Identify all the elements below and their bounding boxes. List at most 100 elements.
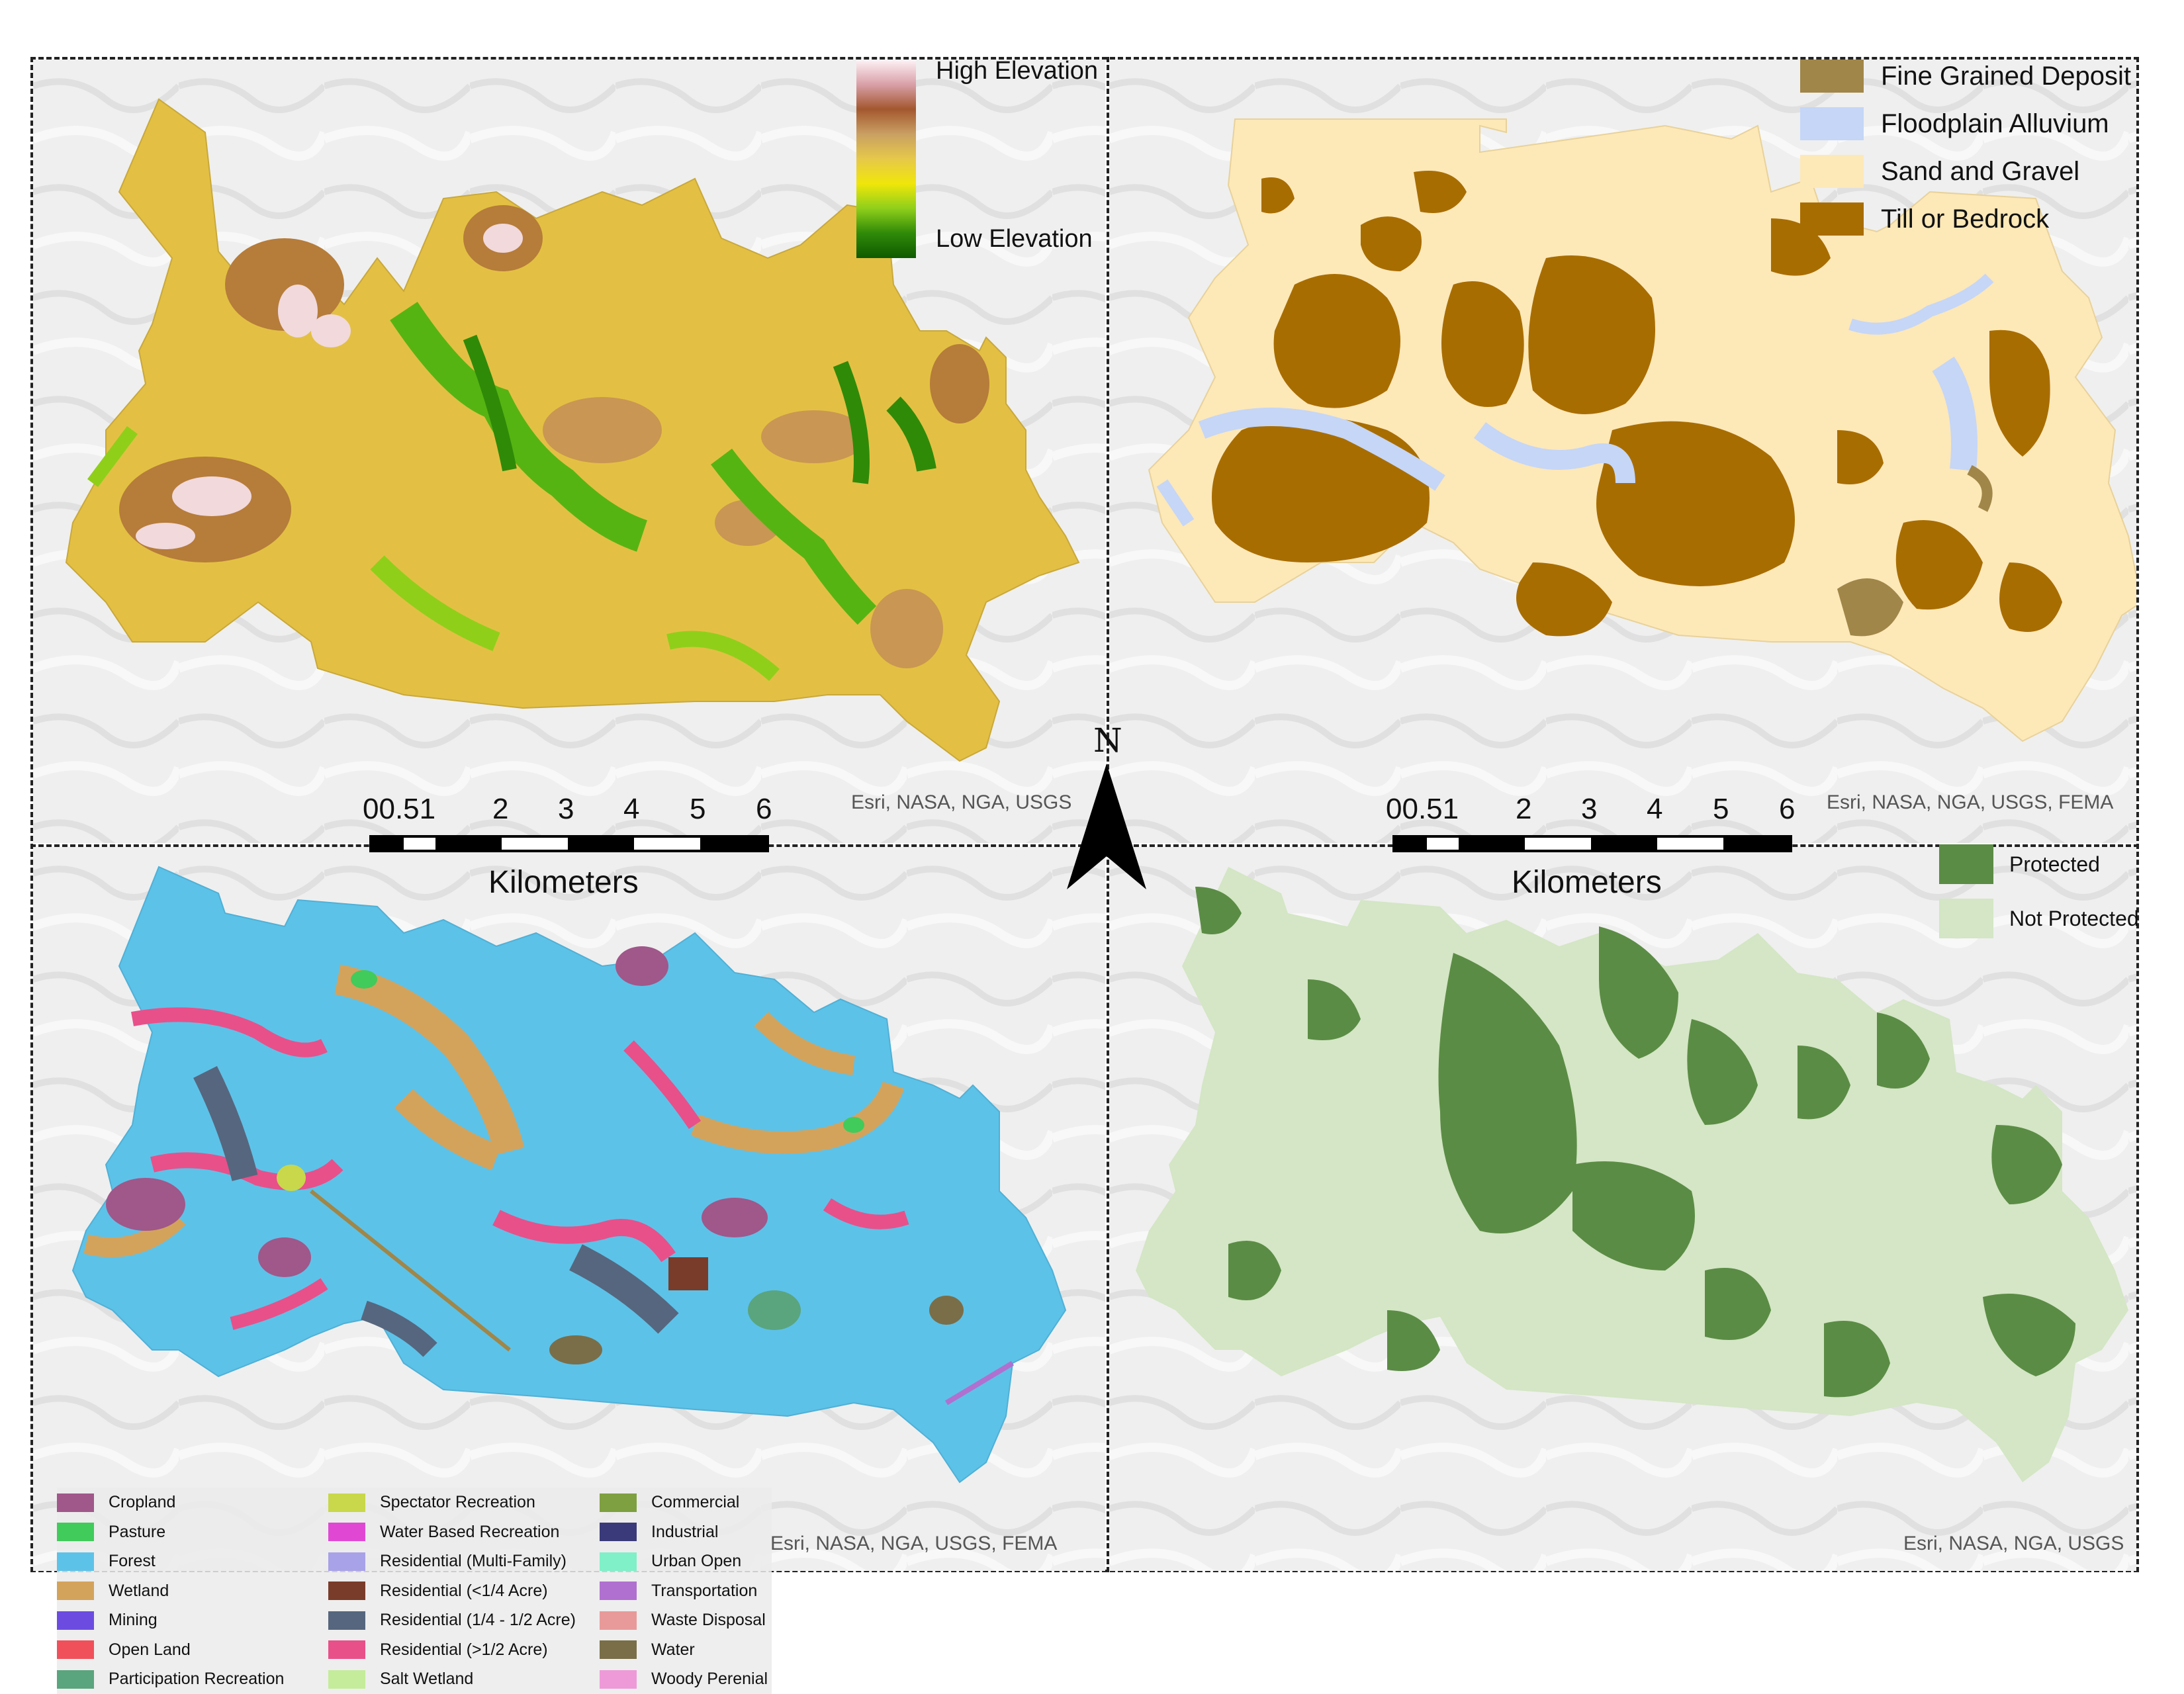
legend-label: Floodplain Alluvium xyxy=(1881,109,2109,138)
elevation-credit: Esri, NASA, NGA, USGS xyxy=(851,791,1072,813)
protected-area xyxy=(1387,1310,1440,1371)
landuse-legend-item: Spectator Recreation xyxy=(328,1493,535,1512)
till-or-bedrock-area xyxy=(1273,274,1400,408)
scalebar-unit-label: Kilometers xyxy=(488,865,639,900)
wetland-area xyxy=(334,964,525,1155)
map-layout-frame xyxy=(30,57,2139,1572)
scale-tick-label: 00.51 xyxy=(363,793,436,825)
legend-swatch xyxy=(1800,155,1864,188)
legend-label: Not Protected xyxy=(2009,906,2139,930)
legend-label: Pasture xyxy=(109,1522,166,1541)
legend-label: Mining xyxy=(109,1611,158,1629)
water-area xyxy=(929,1296,964,1325)
legend-swatch xyxy=(57,1670,94,1689)
till-or-bedrock-area xyxy=(1414,171,1467,213)
protected-area xyxy=(1991,1125,2062,1204)
till-or-bedrock-area xyxy=(1989,330,2050,457)
transportation-corridor xyxy=(310,1189,511,1352)
low-terrain-corridor xyxy=(390,302,648,552)
protection-legend: Protected Not Protected xyxy=(1939,844,2139,963)
floodplain-alluvium-area xyxy=(1848,273,1994,335)
high-terrain-patch xyxy=(761,410,867,463)
protected-area xyxy=(1687,1019,1758,1125)
scalebar-tick-labels: 00.51 2 3 4 5 6 xyxy=(363,793,773,830)
legend-label: Wetland xyxy=(109,1581,169,1600)
legend-label: Forest xyxy=(109,1552,156,1570)
floodplain-alluvium-area xyxy=(1474,422,1635,484)
pasture-area xyxy=(351,970,377,989)
protected-area xyxy=(1797,1046,1850,1120)
geology-legend-item: Sand and Gravel xyxy=(1800,155,2079,188)
till-or-bedrock-area xyxy=(1837,430,1884,484)
legend-label: Cropland xyxy=(109,1493,176,1511)
residential-large-lot-area xyxy=(230,1278,328,1330)
landuse-legend: Cropland Pasture Forest Wetland Mining Open L… xyxy=(57,1488,772,1694)
legend-label: Urban Open xyxy=(651,1552,742,1570)
peak-patch xyxy=(311,314,351,347)
protected-area xyxy=(1572,1161,1695,1270)
legend-label: Protected xyxy=(2009,852,2100,876)
legend-label: Residential (1/4 - 1/2 Acre) xyxy=(380,1611,576,1629)
landuse-legend-item: Residential (<1/4 Acre) xyxy=(328,1582,548,1601)
scale-tick-label: 4 xyxy=(1647,793,1663,825)
residential-large-lot-area xyxy=(623,1040,702,1130)
residential-medium-lot-area xyxy=(569,1244,679,1334)
landuse-credit: Esri, NASA, NGA, USGS, FEMA xyxy=(770,1533,1058,1554)
scalebar-left: 00.51 2 3 4 5 6 Kilometers xyxy=(363,793,773,912)
wetland-area xyxy=(83,1210,186,1257)
landuse-legend-item: Water Based Recreation xyxy=(328,1523,559,1542)
legend-swatch xyxy=(328,1493,365,1512)
legend-swatch xyxy=(600,1523,637,1541)
landuse-legend-item: Residential (Multi-Family) xyxy=(328,1552,567,1571)
legend-swatch xyxy=(1939,899,1993,938)
protection-credit: Esri, NASA, NGA, USGS xyxy=(1903,1533,2124,1554)
cropland-area xyxy=(106,1178,185,1231)
scalebar-unit-label: Kilometers xyxy=(1512,865,1662,900)
protected-area xyxy=(1438,953,1577,1233)
till-or-bedrock-area xyxy=(1361,216,1422,271)
legend-swatch xyxy=(600,1611,637,1630)
till-or-bedrock-area xyxy=(1596,421,1795,586)
protected-area xyxy=(1308,979,1361,1040)
till-or-bedrock-area xyxy=(1441,281,1524,407)
floodplain-alluvium-area xyxy=(1156,479,1195,527)
legend-label: Residential (<1/4 Acre) xyxy=(380,1581,548,1600)
legend-label: Transportation xyxy=(651,1581,758,1600)
residential-large-lot-area xyxy=(823,1198,909,1229)
landuse-legend-item: Mining xyxy=(57,1611,158,1630)
legend-label: Salt Wetland xyxy=(380,1670,474,1688)
legend-swatch xyxy=(600,1640,637,1659)
protection-legend-item: Protected xyxy=(1939,844,2100,884)
legend-swatch xyxy=(328,1611,365,1630)
north-arrow-icon xyxy=(1067,764,1146,889)
scalebar-tick-labels: 00.51 2 3 4 5 6 xyxy=(1386,793,1796,830)
high-elevation-label: High Elevation xyxy=(936,57,1099,85)
till-or-bedrock-area xyxy=(1212,417,1430,562)
cropland-area xyxy=(615,946,668,986)
scale-tick-label: 3 xyxy=(1581,793,1598,825)
legend-swatch xyxy=(57,1640,94,1659)
landuse-legend-item: Residential (>1/2 Acre) xyxy=(328,1640,548,1660)
landuse-map xyxy=(33,847,1105,1571)
geology-legend-item: Floodplain Alluvium xyxy=(1800,107,2109,140)
protection-panel: Protected Not Protected Esri, NASA, NGA, … xyxy=(1109,844,2139,1571)
landuse-legend-item: Woody Perenial xyxy=(600,1670,768,1689)
legend-swatch xyxy=(600,1552,637,1571)
legend-label: Sand and Gravel xyxy=(1881,156,2080,186)
legend-swatch xyxy=(328,1552,365,1571)
till-or-bedrock-area xyxy=(1999,562,2062,632)
legend-swatch xyxy=(57,1552,94,1571)
fine-grained-deposit-area xyxy=(1967,465,1993,512)
landuse-legend-item: Cropland xyxy=(57,1493,175,1512)
cropland-area xyxy=(258,1237,311,1277)
scale-tick-label: 4 xyxy=(623,793,640,825)
legend-swatch xyxy=(57,1493,94,1512)
landuse-legend-item: Urban Open xyxy=(600,1552,741,1571)
legend-swatch xyxy=(1800,202,1864,236)
landuse-legend-item: Wetland xyxy=(57,1582,169,1601)
legend-swatch xyxy=(57,1582,94,1600)
legend-swatch xyxy=(1800,107,1864,140)
protection-legend-item: Not Protected xyxy=(1939,899,2139,938)
landuse-legend-item: Water xyxy=(600,1640,695,1660)
elevation-map xyxy=(33,60,1105,843)
